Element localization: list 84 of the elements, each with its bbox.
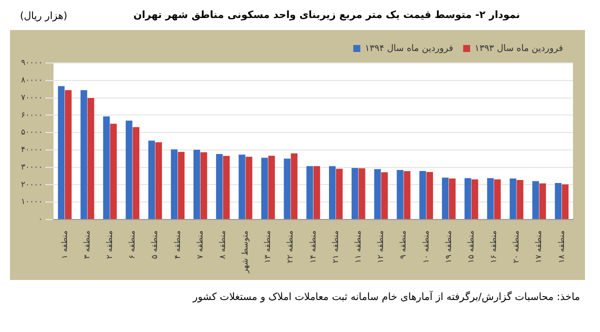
- text: ماخذ: محاسبات گزارش/برگرفته از آمارهای خام سامانه ثبت معاملات املاک و مستغلات کشور: [192, 292, 580, 303]
- bar: [238, 154, 246, 220]
- bar: [313, 166, 320, 220]
- bar: [110, 124, 117, 220]
- bar: [132, 127, 140, 220]
- y-tick-label: ۹۰۰۰۰: [21, 58, 42, 68]
- y-tick-label: ۷۰۰۰۰: [21, 92, 42, 102]
- x-tick-label: منطقه ۹: [398, 230, 408, 259]
- bar: [374, 169, 381, 220]
- x-tick-label: منطقه ۱: [60, 230, 69, 259]
- bar: [246, 156, 252, 220]
- bar: [516, 180, 524, 220]
- bar: [223, 156, 230, 220]
- y-tick-label: ۸۰۰۰۰: [21, 75, 42, 84]
- bar: [464, 178, 472, 220]
- bar: [200, 152, 208, 220]
- y-tick-label: ۲۰۰۰۰: [21, 180, 42, 189]
- bar: [472, 179, 478, 220]
- x-tick-label: منطقه ۱۳: [263, 230, 272, 264]
- bar: [562, 184, 569, 220]
- bar: [88, 98, 94, 220]
- bar: [494, 179, 501, 220]
- y-tick-label: ۵۰۰۰۰: [21, 128, 42, 137]
- x-tick-label: منطقه ۳: [82, 230, 92, 259]
- y-axis-title: (هزار ریال): [20, 11, 68, 22]
- x-tick-label: منطقه ۱۲: [376, 230, 386, 264]
- bar: [268, 156, 275, 220]
- x-tick-label: منطقه ۲۱: [330, 230, 340, 264]
- x-tick-label: منطقه ۶: [128, 230, 137, 259]
- bar: [148, 140, 155, 220]
- x-tick-label: منطقه ۱۸: [556, 230, 566, 264]
- bar: [80, 90, 88, 220]
- bar: [329, 166, 336, 220]
- bar: [532, 181, 539, 220]
- bar: [442, 178, 449, 220]
- x-tick-label: منطقه ۵: [150, 230, 160, 259]
- bar: [193, 150, 200, 220]
- chart-title: نمودار ۲- متوسط قیمت یک متر مربع زیربنای واحد مسکونی مناطق شهر تهران: [133, 10, 520, 21]
- y-tick-label: ۶۰۰۰۰: [21, 110, 42, 120]
- x-tick-label: منطقه ۴: [172, 230, 182, 259]
- bar: [487, 178, 494, 220]
- bar: [426, 172, 434, 220]
- bar: [404, 171, 410, 220]
- x-tick-label: منطقه ۱۷: [534, 230, 544, 264]
- x-tick-label: منطقه ۱۴: [308, 230, 318, 264]
- bar: [448, 178, 456, 220]
- bar: [336, 168, 343, 220]
- x-tick-label: منطقه ۲۲: [286, 230, 295, 264]
- y-tick-label: ۰: [38, 214, 42, 224]
- bar: [352, 168, 358, 220]
- y-tick-label: ۱۰۰۰۰: [21, 197, 42, 206]
- bar: [381, 172, 388, 220]
- bar: [58, 86, 65, 220]
- bar: [358, 168, 366, 220]
- bar: [126, 120, 132, 220]
- x-tick-label: منطقه ۲۰: [512, 230, 521, 264]
- bar: [284, 158, 290, 220]
- legend-label: فروردین ماه سال ۱۳۹۳: [474, 44, 564, 54]
- bar: [103, 116, 110, 220]
- x-tick-label: منطقه ۲: [105, 230, 114, 259]
- bar: [170, 149, 178, 220]
- bar: [216, 154, 223, 220]
- bar: [290, 153, 298, 220]
- x-tick-label: منطقه ۱۶: [489, 230, 498, 264]
- bar: [64, 90, 72, 220]
- x-tick-label: منطقه ۱۱: [353, 230, 362, 264]
- legend-label: فروردین ماه سال ۱۳۹۴: [364, 44, 454, 54]
- bar: [419, 171, 426, 220]
- bar: [396, 170, 404, 220]
- x-tick-label: منطقه ۱۹: [444, 230, 453, 264]
- y-tick-label: ۴۰۰۰۰: [21, 145, 42, 154]
- x-tick-label: منطقه ۱۰: [421, 230, 430, 264]
- bar: [178, 152, 185, 220]
- y-tick-label: ۳۰۰۰۰: [21, 162, 42, 172]
- bar: [554, 183, 562, 220]
- bar: [155, 142, 162, 220]
- bar: [306, 166, 314, 220]
- x-tick-label: منطقه ۸: [218, 230, 227, 259]
- x-tick-label: منطقه ۷: [195, 230, 204, 259]
- x-tick-label: متوسط شهر: [240, 230, 250, 274]
- x-tick-label: منطقه ۱۵: [466, 230, 476, 264]
- bar: [510, 178, 516, 220]
- bar: [539, 183, 546, 220]
- bar: [261, 158, 268, 220]
